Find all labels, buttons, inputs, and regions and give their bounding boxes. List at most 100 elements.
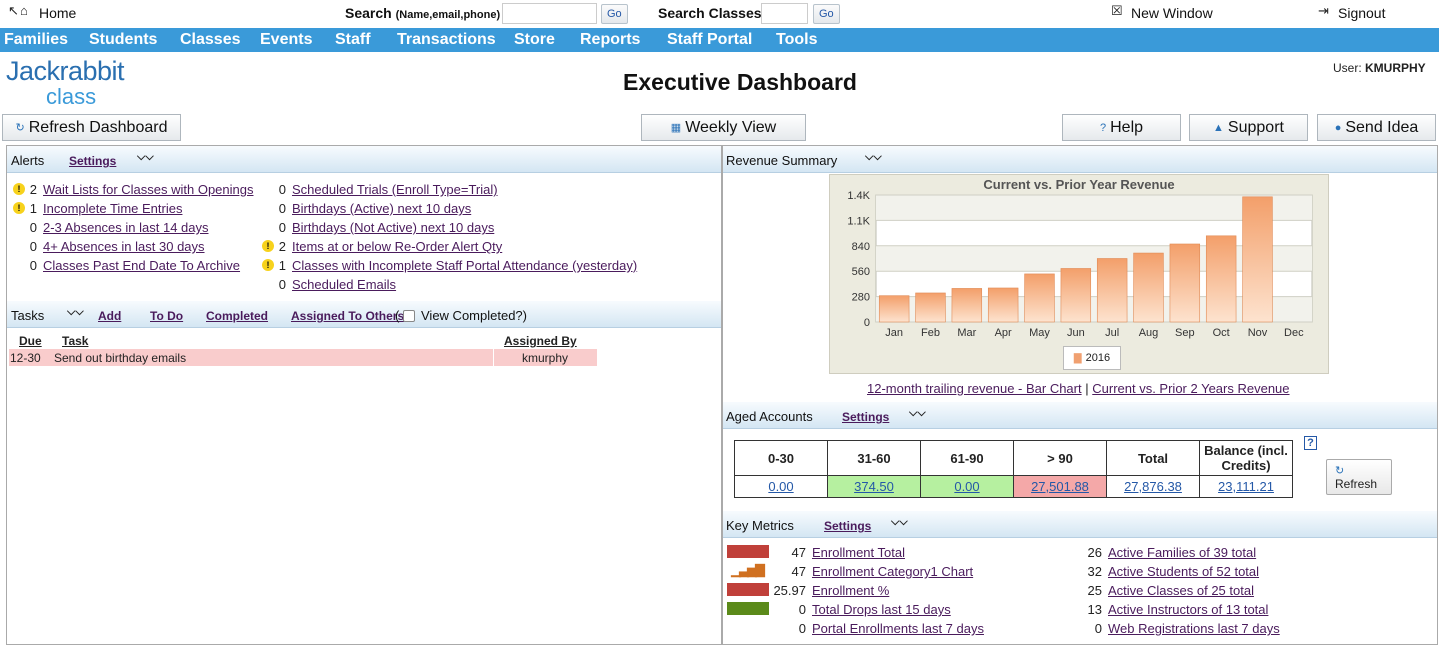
alert-count: 1 (278, 258, 286, 273)
home-link[interactable]: Home (39, 5, 77, 21)
nav-students[interactable]: Students (89, 31, 158, 48)
help-box-icon[interactable]: ? (1304, 436, 1317, 450)
nav-reports[interactable]: Reports (580, 31, 641, 48)
legend-label: 2016 (1085, 352, 1111, 364)
warning-icon: ! (13, 183, 25, 195)
view-completed-checkbox[interactable] (403, 310, 415, 322)
metric-link[interactable]: Active Instructors of 13 total (1108, 602, 1269, 617)
alert-link[interactable]: Scheduled Trials (Enroll Type=Trial) (292, 182, 498, 197)
metrics-header: Key Metrics Settings ⌵⌵ (723, 511, 1437, 538)
nav-classes[interactable]: Classes (180, 31, 241, 48)
chart-bar[interactable] (878, 295, 910, 323)
signout-icon[interactable]: ⇥ (1318, 3, 1329, 18)
chart-bar[interactable] (1133, 252, 1164, 323)
refresh-dashboard-button[interactable]: ↻ Refresh Dashboard (2, 114, 181, 141)
aged-refresh-button[interactable]: ↻ Refresh (1326, 459, 1392, 495)
alert-link[interactable]: 4+ Absences in last 30 days (43, 239, 205, 254)
collapse-chevron-icon[interactable]: ⌵⌵ (137, 151, 154, 163)
collapse-chevron-icon[interactable]: ⌵⌵ (891, 516, 908, 528)
metric-link[interactable]: Enrollment Category1 Chart (812, 564, 974, 579)
trailing-revenue-link[interactable]: 12-month trailing revenue - Bar Chart (867, 381, 1082, 396)
chart-bar[interactable] (1024, 273, 1055, 323)
new-window-icon[interactable]: ☒ (1111, 3, 1123, 18)
alert-link[interactable]: Incomplete Time Entries (43, 201, 183, 216)
search-classes-go-button[interactable]: Go (813, 4, 840, 24)
alert-link[interactable]: Wait Lists for Classes with Openings (43, 182, 254, 197)
search-go-button[interactable]: Go (601, 4, 628, 24)
chart-bar[interactable] (987, 287, 1019, 323)
metric-link[interactable]: Portal Enrollments last 7 days (812, 621, 984, 636)
nav-staff[interactable]: Staff (335, 31, 371, 48)
alert-count: 0 (278, 201, 286, 216)
alert-link[interactable]: Classes with Incomplete Staff Portal Att… (292, 258, 638, 273)
chart-bar[interactable] (951, 288, 983, 323)
nav-families[interactable]: Families (4, 31, 69, 48)
aged-value-cell[interactable]: 374.50 (827, 475, 921, 498)
home-icon[interactable]: ⌂ (20, 3, 28, 18)
metric-link[interactable]: Enrollment % (812, 583, 890, 598)
chart-bar[interactable] (1060, 268, 1092, 323)
chart-bar[interactable] (915, 292, 946, 323)
bar-chart-icon: ▁▃▅▇ (731, 562, 765, 577)
metric-link[interactable]: Total Drops last 15 days (812, 602, 951, 617)
chart-bar[interactable] (1169, 243, 1201, 323)
search-input[interactable] (502, 3, 597, 24)
metric-count: 47 (791, 545, 806, 560)
x-tick-label: Sep (1175, 327, 1195, 339)
calendar-icon: ▦ (670, 122, 682, 134)
col-task[interactable]: Task (62, 334, 89, 348)
collapse-chevron-icon[interactable]: ⌵⌵ (909, 407, 926, 419)
nav-transactions[interactable]: Transactions (397, 31, 496, 48)
logo[interactable]: Jackrabbit (6, 56, 125, 86)
collapse-chevron-icon[interactable]: ⌵⌵ (67, 306, 84, 318)
nav-store[interactable]: Store (514, 31, 555, 48)
aged-value-cell[interactable]: 27,876.38 (1106, 475, 1200, 498)
send-idea-button[interactable]: ● Send Idea (1317, 114, 1436, 141)
alert-count: 0 (278, 220, 286, 235)
aged-header-cell: Balance (incl. Credits) (1199, 440, 1293, 476)
aged-settings-link[interactable]: Settings (842, 410, 890, 424)
col-assigned-by[interactable]: Assigned By (504, 334, 577, 348)
chart-bar[interactable] (1242, 196, 1273, 323)
signout-link[interactable]: Signout (1338, 5, 1386, 21)
nav-events[interactable]: Events (260, 31, 313, 48)
prior-years-link[interactable]: Current vs. Prior 2 Years Revenue (1092, 381, 1290, 396)
aged-value-cell[interactable]: 23,111.21 (1199, 475, 1293, 498)
aged-value-cell[interactable]: 0.00 (734, 475, 828, 498)
alert-link[interactable]: Scheduled Emails (292, 277, 397, 292)
support-button[interactable]: ▲ Support (1189, 114, 1308, 141)
aged-value-cell[interactable]: 27,501.88 (1013, 475, 1107, 498)
chart-bar[interactable] (1205, 235, 1237, 323)
metric-link[interactable]: Enrollment Total (812, 545, 905, 560)
metric-link[interactable]: Active Students of 52 total (1108, 564, 1260, 579)
alert-link[interactable]: 2-3 Absences in last 14 days (43, 220, 209, 235)
aged-value-cell[interactable]: 0.00 (920, 475, 1014, 498)
tasks-completed-link[interactable]: Completed (206, 309, 269, 323)
search-classes-label: Search Classes: (658, 5, 767, 21)
metrics-settings-link[interactable]: Settings (824, 519, 872, 533)
help-button[interactable]: ? Help (1062, 114, 1181, 141)
search-classes-input[interactable] (761, 3, 808, 24)
new-window-link[interactable]: New Window (1131, 5, 1213, 21)
tasks-assigned-link[interactable]: Assigned To Others (291, 309, 405, 323)
metric-link[interactable]: Active Families of 39 total (1108, 545, 1257, 560)
table-row[interactable]: 12-30 Send out birthday emails kmurphy (9, 349, 597, 366)
nav-staff-portal[interactable]: Staff Portal (667, 31, 753, 48)
nav-tools[interactable]: Tools (776, 31, 818, 48)
alert-link[interactable]: Birthdays (Not Active) next 10 days (292, 220, 495, 235)
aged-header-cell: > 90 (1013, 440, 1107, 476)
tasks-todo-link[interactable]: To Do (150, 309, 184, 323)
alert-link[interactable]: Classes Past End Date To Archive (43, 258, 241, 273)
alert-link[interactable]: Items at or below Re-Order Alert Qty (292, 239, 503, 254)
alerts-settings-link[interactable]: Settings (69, 154, 117, 168)
chart-bar[interactable] (1096, 258, 1128, 323)
col-due[interactable]: Due (19, 334, 42, 348)
tasks-add-link[interactable]: Add (98, 309, 122, 323)
alert-link[interactable]: Birthdays (Active) next 10 days (292, 201, 472, 216)
green-bar-icon (727, 602, 769, 615)
metric-link[interactable]: Web Registrations last 7 days (1108, 621, 1280, 636)
weekly-view-button[interactable]: ▦ Weekly View (641, 114, 806, 141)
aged-header: Aged Accounts Settings ⌵⌵ (723, 402, 1437, 429)
metric-link[interactable]: Active Classes of 25 total (1108, 583, 1254, 598)
collapse-chevron-icon[interactable]: ⌵⌵ (865, 151, 882, 163)
